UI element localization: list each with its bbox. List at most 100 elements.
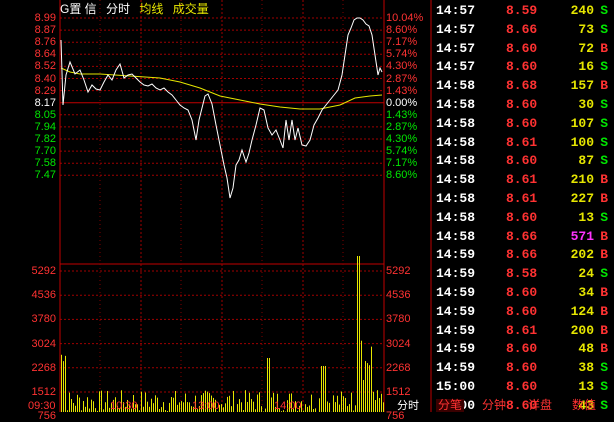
volume-bar [221,404,222,412]
intraday-chart[interactable] [0,0,432,412]
trade-time: 14:57 [436,3,475,18]
detail-tabs: 分笔 分钟 详盘 数值 [432,399,614,412]
trade-volume: 13 [578,379,594,394]
volume-bar [323,366,324,412]
trade-time: 14:59 [436,360,475,375]
volume-bar [187,402,188,412]
trade-price: 8.61 [506,323,537,338]
volume-bar [161,407,162,412]
trade-time: 14:59 [436,304,475,319]
trade-price: 8.66 [506,229,537,244]
trade-side: B [600,191,608,206]
percent-tick: 4.30% [386,133,417,145]
volume-bar [177,405,178,412]
volume-bar [91,400,92,412]
volume-bar [233,391,234,412]
price-tick: 7.94 [35,121,56,133]
trade-price: 8.66 [506,247,537,262]
trade-time: 14:57 [436,41,475,56]
trade-time: 14:57 [436,59,475,74]
volume-bar [367,363,368,412]
volume-bar [93,401,94,412]
trade-side: B [600,323,608,338]
volume-bar [239,399,240,412]
volume-tick: 4536 [32,289,56,301]
trade-volume: 72 [578,41,594,56]
trade-time: 14:58 [436,135,475,150]
tab-ticks[interactable]: 分笔 [436,399,464,412]
trade-time: 14:58 [436,116,475,131]
volume-bar [99,391,100,412]
volume-tick: 1512 [386,386,410,398]
trade-volume: 73 [578,22,594,37]
trade-side: B [600,78,608,93]
volume-bar [377,390,378,412]
trade-time: 14:58 [436,97,475,112]
trade-time: 14:59 [436,341,475,356]
trade-time: 14:58 [436,172,475,187]
volume-bar [337,396,338,412]
trade-price: 8.61 [506,191,537,206]
volume-bar [345,398,346,412]
price-tick: 8.05 [35,109,56,121]
volume-bar [347,406,348,412]
trade-price: 8.60 [506,116,537,131]
trade-volume: 34 [578,285,594,300]
percent-tick: 1.43% [386,109,417,121]
volume-bar [63,361,64,412]
volume-bar [231,406,232,412]
trade-volume: 100 [571,135,594,150]
volume-bar [257,395,258,412]
price-tick: 8.87 [35,24,56,36]
chart-mode-footer[interactable]: 分时 [397,400,419,412]
tab-values[interactable]: 数值 [570,399,598,412]
volume-bar [361,341,362,412]
volume-bar [351,393,352,412]
volume-bar [305,404,306,412]
volume-bar [373,392,374,412]
volume-bar [309,405,310,412]
volume-bar [83,401,84,412]
percent-tick: 5.74% [386,48,417,60]
trade-side: S [600,266,608,281]
tab-minutes[interactable]: 分钟 [480,399,508,412]
trade-price: 8.60 [506,341,537,356]
tab-detail[interactable]: 详盘 [526,399,554,412]
trade-side: S [600,97,608,112]
volume-bar [89,409,90,412]
volume-bar [321,366,322,412]
volume-bar [155,395,156,412]
volume-bar [107,391,108,412]
trade-price: 8.60 [506,379,537,394]
volume-bar [355,405,356,412]
volume-bar [143,407,144,412]
volume-bar [357,256,358,412]
percent-tick: 7.17% [386,36,417,48]
time-tick: 10:30 [110,400,138,412]
volume-bar [73,403,74,412]
percent-tick: 1.43% [386,85,417,97]
volume-bar [333,395,334,412]
volume-bar [381,394,382,412]
trade-time: 14:58 [436,78,475,93]
trade-time: 14:58 [436,229,475,244]
trade-side: S [600,116,608,131]
volume-bar [261,406,262,412]
volume-bar [267,358,268,412]
volume-bar [247,402,248,412]
volume-bar [339,405,340,412]
volume-bar [181,401,182,412]
trade-price: 8.60 [506,285,537,300]
volume-tick: 3780 [386,313,410,325]
volume-bar [327,401,328,412]
trade-time: 14:59 [436,266,475,281]
